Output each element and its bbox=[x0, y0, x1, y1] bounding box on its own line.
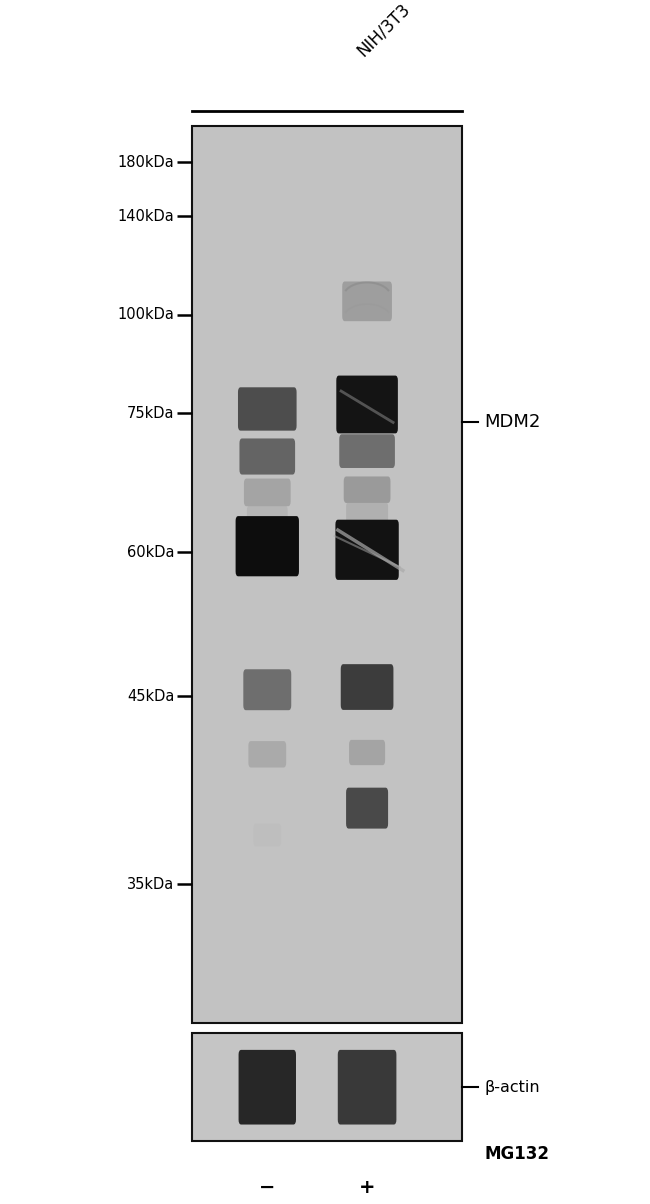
Text: +: + bbox=[359, 1178, 375, 1197]
Bar bbox=[192, 1033, 462, 1141]
Text: 35kDa: 35kDa bbox=[127, 877, 174, 892]
FancyBboxPatch shape bbox=[239, 1050, 296, 1125]
FancyBboxPatch shape bbox=[346, 787, 388, 828]
Text: 180kDa: 180kDa bbox=[118, 155, 174, 170]
Text: 60kDa: 60kDa bbox=[127, 545, 174, 560]
Text: 75kDa: 75kDa bbox=[127, 406, 174, 421]
Text: −: − bbox=[259, 1178, 276, 1197]
Text: NIH/3T3: NIH/3T3 bbox=[354, 0, 413, 60]
FancyBboxPatch shape bbox=[346, 502, 388, 526]
FancyBboxPatch shape bbox=[344, 477, 391, 503]
FancyBboxPatch shape bbox=[341, 665, 393, 710]
FancyBboxPatch shape bbox=[244, 478, 291, 506]
FancyBboxPatch shape bbox=[238, 388, 296, 431]
FancyBboxPatch shape bbox=[343, 282, 392, 321]
FancyBboxPatch shape bbox=[338, 1050, 396, 1125]
FancyBboxPatch shape bbox=[349, 740, 385, 766]
Text: 100kDa: 100kDa bbox=[117, 307, 174, 323]
Text: β-actin: β-actin bbox=[484, 1080, 540, 1094]
FancyBboxPatch shape bbox=[248, 740, 286, 768]
Text: MG132: MG132 bbox=[484, 1145, 549, 1163]
Text: 140kDa: 140kDa bbox=[118, 208, 174, 224]
FancyBboxPatch shape bbox=[335, 520, 398, 580]
FancyBboxPatch shape bbox=[247, 506, 288, 530]
Text: MDM2: MDM2 bbox=[484, 413, 541, 431]
FancyBboxPatch shape bbox=[235, 517, 299, 577]
FancyBboxPatch shape bbox=[239, 438, 295, 474]
FancyBboxPatch shape bbox=[336, 376, 398, 433]
Bar bbox=[192, 126, 462, 1023]
FancyBboxPatch shape bbox=[339, 435, 395, 468]
FancyBboxPatch shape bbox=[254, 824, 281, 846]
FancyBboxPatch shape bbox=[243, 669, 291, 710]
Text: 45kDa: 45kDa bbox=[127, 689, 174, 703]
